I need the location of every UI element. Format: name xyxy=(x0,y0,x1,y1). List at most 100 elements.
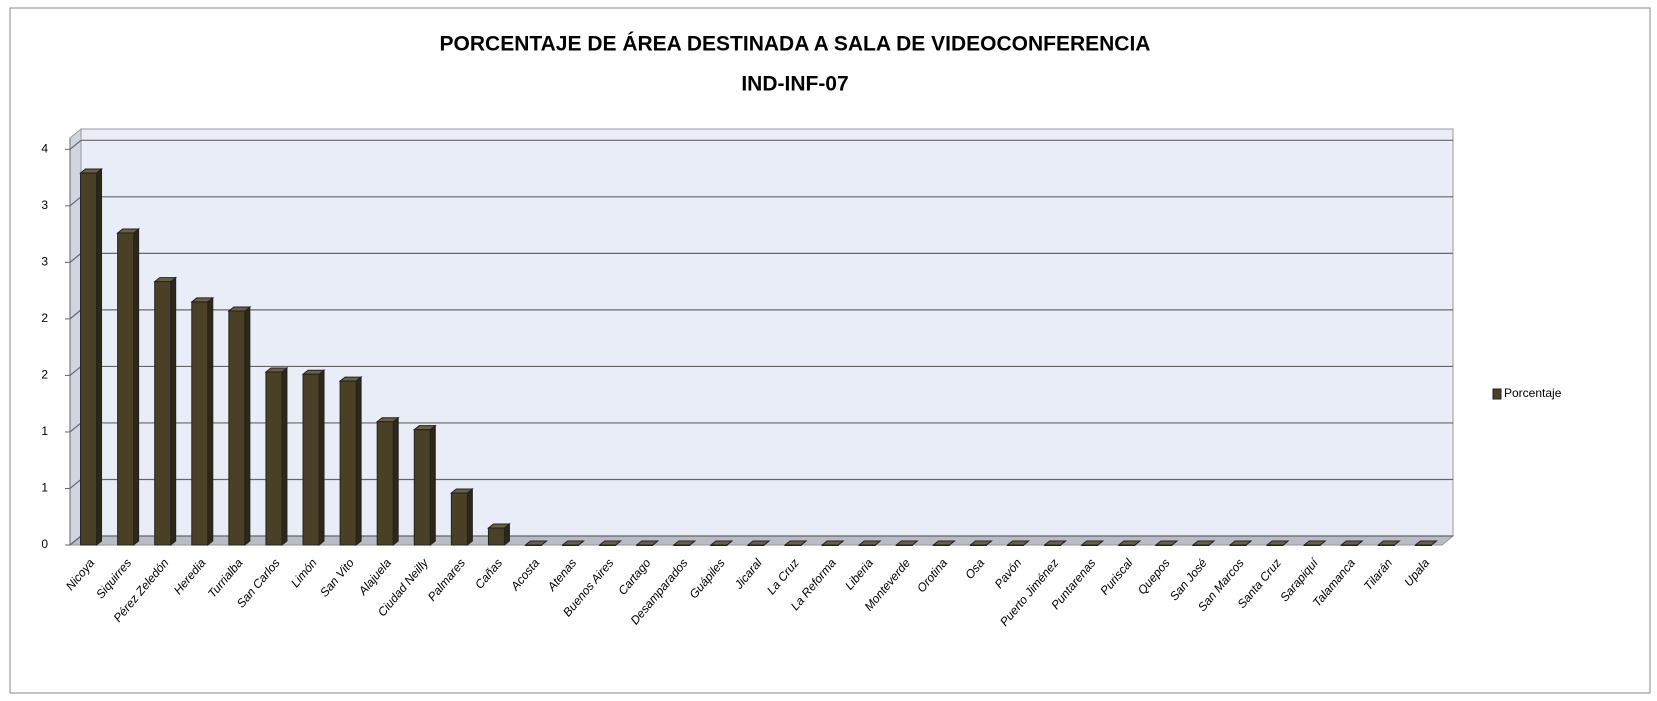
bar-side xyxy=(244,305,251,547)
bar-front xyxy=(339,380,357,546)
y-tick-label: 3 xyxy=(41,198,48,212)
bar-front xyxy=(450,492,468,546)
bar xyxy=(153,276,178,547)
bar xyxy=(1265,540,1290,546)
bar-front xyxy=(1340,544,1358,546)
bar-side xyxy=(318,369,325,547)
bar xyxy=(1154,540,1179,546)
grid-line-side xyxy=(69,479,82,489)
bar-side xyxy=(281,366,288,547)
bar-front xyxy=(1155,544,1173,546)
bar-side xyxy=(355,376,362,547)
bar-front xyxy=(1303,544,1321,546)
bar-front xyxy=(1229,544,1247,546)
grid-line-side xyxy=(69,196,82,207)
bar xyxy=(227,305,252,547)
bar-side xyxy=(170,276,177,547)
bar-front xyxy=(154,281,172,546)
y-tick-label: 2 xyxy=(41,311,48,325)
y-tick-label: 1 xyxy=(41,424,48,438)
side-wall xyxy=(69,127,82,547)
bar xyxy=(1228,540,1253,546)
bar xyxy=(783,540,808,546)
bar-front xyxy=(599,544,617,546)
bar-front xyxy=(969,544,987,546)
bar xyxy=(1043,540,1068,546)
y-tick-label: 2 xyxy=(41,368,48,382)
bar xyxy=(820,540,845,546)
bar xyxy=(116,227,141,547)
grid-line-side xyxy=(69,535,82,546)
bar xyxy=(598,540,623,546)
bar-front xyxy=(710,544,728,546)
bar xyxy=(264,366,289,547)
bar-side xyxy=(429,424,436,547)
bar-front xyxy=(821,544,839,546)
bar-side xyxy=(133,227,140,547)
bar-front xyxy=(1266,544,1284,546)
bar xyxy=(79,168,103,547)
bar-front xyxy=(525,544,543,546)
bar-front xyxy=(1081,544,1099,546)
bar-front xyxy=(376,421,394,546)
bar-front xyxy=(673,544,691,546)
bar xyxy=(1080,540,1105,546)
bar-front xyxy=(302,373,320,546)
bar-front xyxy=(895,544,913,546)
y-tick-label: 4 xyxy=(41,141,48,155)
bar xyxy=(1191,540,1216,546)
grid-line-side xyxy=(69,422,82,433)
bar-front xyxy=(562,544,580,546)
bar xyxy=(857,540,882,546)
bar-front xyxy=(784,544,802,546)
grid-line-side xyxy=(69,139,82,150)
bar-front xyxy=(1192,544,1210,546)
bar xyxy=(1302,540,1327,546)
bar-front xyxy=(117,232,135,546)
y-tick-label: 3 xyxy=(41,255,48,269)
bar xyxy=(487,523,511,547)
bar-front xyxy=(747,544,765,546)
bar xyxy=(1339,540,1364,546)
bar xyxy=(1117,540,1142,546)
bar-front xyxy=(1377,544,1395,546)
grid-line-side xyxy=(69,309,82,320)
bar xyxy=(449,487,474,547)
bar-side xyxy=(392,416,399,547)
bar xyxy=(301,369,326,547)
bar xyxy=(1414,540,1438,546)
bar-front xyxy=(191,301,209,546)
chart-subtitle: IND-INF-07 xyxy=(741,73,848,96)
bar xyxy=(1376,540,1401,546)
bar xyxy=(375,416,400,547)
bar-front xyxy=(228,310,246,546)
bar xyxy=(746,540,771,546)
bar-front xyxy=(636,544,654,546)
bar-front xyxy=(1118,544,1136,546)
bar xyxy=(412,424,437,547)
bar-front xyxy=(487,527,505,546)
bar-front xyxy=(1044,544,1062,546)
bar xyxy=(969,540,993,546)
grid-line-side xyxy=(69,252,82,263)
bar-side xyxy=(207,296,214,547)
bar xyxy=(338,376,363,547)
bar-front xyxy=(858,544,876,546)
bar-front xyxy=(1414,544,1432,546)
chart-title: PORCENTAJE DE ÁREA DESTINADA A SALA DE V… xyxy=(440,33,1151,56)
bar-front xyxy=(413,429,431,546)
y-tick-label: 1 xyxy=(41,481,48,495)
bar xyxy=(672,540,697,546)
bar xyxy=(894,540,919,546)
bar-front xyxy=(80,172,98,546)
bar xyxy=(561,540,586,546)
legend-label: Porcentaje xyxy=(1504,386,1562,400)
bar xyxy=(1006,540,1030,546)
bar-front xyxy=(932,544,950,546)
bar-side xyxy=(466,487,473,547)
bar xyxy=(190,296,215,547)
bar xyxy=(635,540,660,546)
bar-front xyxy=(1007,544,1025,546)
bar-front xyxy=(265,371,283,546)
